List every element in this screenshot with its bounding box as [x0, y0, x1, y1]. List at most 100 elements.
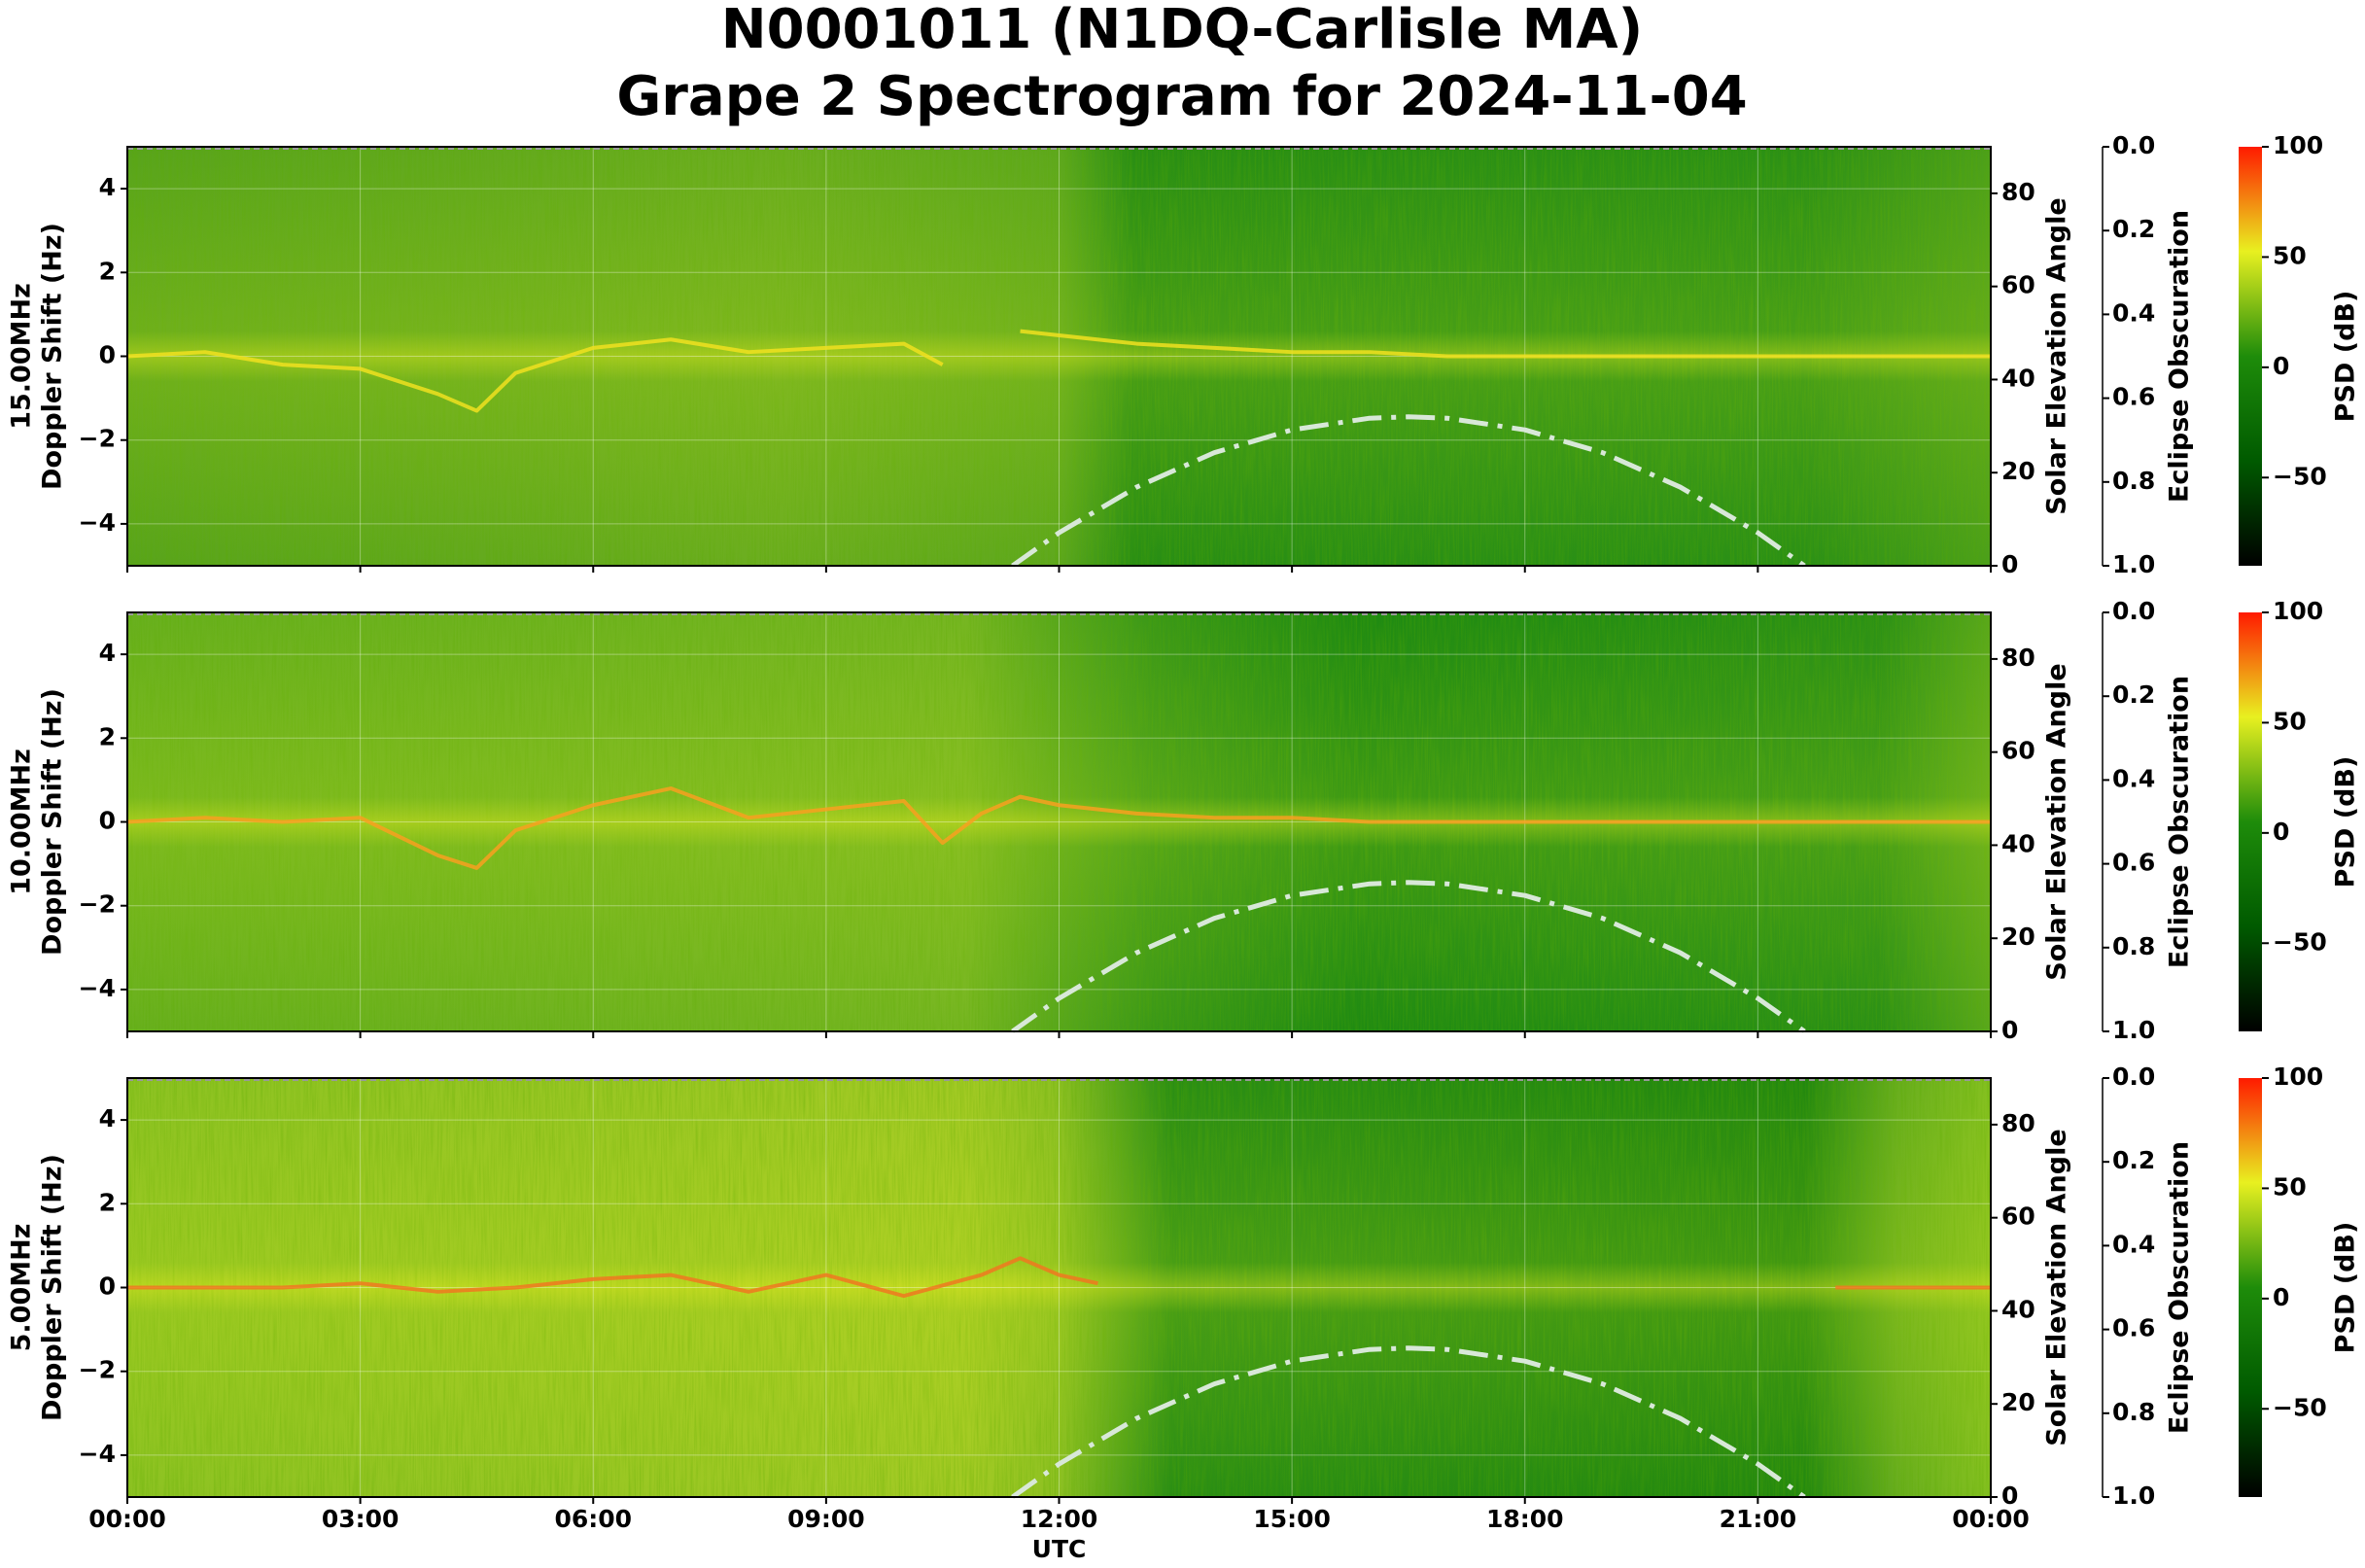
y-tick-label: 0: [99, 1272, 116, 1301]
eclipse-tick-label: 0.4: [2112, 298, 2155, 327]
y2-tick-label: 60: [2001, 271, 2035, 299]
colorbar-label: PSD (dB): [2331, 1222, 2361, 1354]
y-tick-label: 4: [99, 639, 116, 667]
y-tick-label: 4: [99, 1104, 116, 1132]
eclipse-tick-label: 0.2: [2112, 680, 2155, 709]
eclipse-axis-label: Eclipse Obscuration: [2165, 210, 2195, 503]
x-tick-label: 18:00: [1486, 1505, 1564, 1533]
y-axis-label: 15.00MHz: [7, 283, 37, 430]
eclipse-tick-label: 0.8: [2112, 932, 2155, 960]
y-axis-label: Doppler Shift (Hz): [38, 1154, 68, 1421]
y-axis-label: Doppler Shift (Hz): [38, 223, 68, 490]
y-tick-label: −4: [79, 508, 116, 537]
x-tick-label: 15:00: [1253, 1505, 1331, 1533]
eclipse-tick-label: 0.0: [2112, 1063, 2155, 1091]
y2-tick-label: 80: [2001, 644, 2035, 672]
colorbar: [2239, 1078, 2262, 1497]
x-tick-label: 12:00: [1021, 1505, 1098, 1533]
y2-axis-label: Solar Elevation Angle: [2042, 197, 2072, 514]
plot-frame: [126, 1077, 1992, 1498]
y2-tick-label: 0: [2001, 1481, 2018, 1510]
eclipse-tick-label: 0.2: [2112, 1146, 2155, 1174]
eclipse-tick-label: 0.4: [2112, 764, 2155, 792]
eclipse-tick-label: 1.0: [2112, 1481, 2155, 1510]
chart-title: N0001011 (N1DQ-Carlisle MA): [721, 0, 1643, 61]
doppler-trace: [1020, 329, 1991, 359]
plot-frame: [126, 611, 1992, 1032]
x-tick-label: 00:00: [1952, 1505, 2030, 1533]
x-tick-label: 00:00: [88, 1505, 166, 1533]
y2-tick-label: 60: [2001, 1202, 2035, 1231]
eclipse-tick-label: 0.4: [2112, 1230, 2155, 1258]
colorbar-tick-label: −50: [2273, 1393, 2327, 1421]
eclipse-tick-label: 0.8: [2112, 1398, 2155, 1426]
y-tick-label: −4: [79, 974, 116, 1002]
y2-tick-label: 40: [2001, 829, 2035, 857]
doppler-trace: [127, 1256, 1098, 1299]
y-tick-label: 0: [99, 341, 116, 369]
x-tick-label: 09:00: [787, 1505, 865, 1533]
x-tick-label: 03:00: [322, 1505, 400, 1533]
x-axis-label: UTC: [1032, 1535, 1087, 1563]
colorbar-tick-label: 100: [2273, 1063, 2323, 1091]
signal-band: [127, 1078, 1991, 1497]
x-tick-label: 06:00: [554, 1505, 632, 1533]
y2-tick-label: 40: [2001, 1295, 2035, 1323]
y-tick-label: 0: [99, 807, 116, 835]
y-axis-label: 5.00MHz: [7, 1224, 37, 1352]
eclipse-tick-label: 0.6: [2112, 383, 2155, 411]
eclipse-tick-label: 1.0: [2112, 550, 2155, 578]
doppler-trace: [126, 337, 944, 413]
y2-tick-label: 0: [2001, 1016, 2018, 1044]
eclipse-axis-label: Eclipse Obscuration: [2165, 1141, 2195, 1434]
chart-title: Grape 2 Spectrogram for 2024-11-04: [616, 65, 1747, 128]
y2-axis-label: Solar Elevation Angle: [2042, 663, 2072, 980]
y-tick-label: 2: [99, 1188, 116, 1216]
y2-tick-label: 20: [2001, 1388, 2035, 1416]
x-tick-label: 21:00: [1720, 1505, 1797, 1533]
colorbar-tick-label: 0: [2273, 818, 2289, 846]
y-tick-label: 4: [99, 173, 116, 201]
colorbar-label: PSD (dB): [2331, 291, 2361, 423]
y2-tick-label: 80: [2001, 1109, 2035, 1137]
eclipse-tick-label: 0.0: [2112, 597, 2155, 625]
colorbar-tick-label: 0: [2273, 1283, 2289, 1311]
y-axis-label: Doppler Shift (Hz): [38, 688, 68, 956]
colorbar-tick-label: −50: [2273, 927, 2327, 956]
colorbar-tick-label: 50: [2273, 241, 2307, 269]
y2-tick-label: 0: [2001, 550, 2018, 578]
colorbar-tick-label: 50: [2273, 707, 2307, 735]
colorbar-tick-label: 100: [2273, 597, 2323, 625]
eclipse-tick-label: 0.6: [2112, 1314, 2155, 1342]
eclipse-tick-label: 1.0: [2112, 1016, 2155, 1044]
colorbar-tick-label: 0: [2273, 352, 2289, 380]
y-tick-label: 2: [99, 722, 116, 750]
eclipse-tick-label: 0.8: [2112, 467, 2155, 495]
y-tick-label: −2: [79, 1356, 116, 1384]
colorbar-tick-label: 50: [2273, 1172, 2307, 1201]
eclipse-axis-label: Eclipse Obscuration: [2165, 676, 2195, 968]
eclipse-tick-label: 0.2: [2112, 215, 2155, 243]
solar-elevation-line: [1011, 1345, 1806, 1500]
y-tick-label: −2: [79, 425, 116, 453]
plot-frame: [126, 146, 1992, 567]
y2-tick-label: 80: [2001, 178, 2035, 206]
colorbar: [2239, 147, 2262, 566]
solar-elevation-line: [1011, 880, 1806, 1034]
doppler-trace: [126, 786, 1991, 870]
colorbar-label: PSD (dB): [2331, 756, 2361, 889]
y2-axis-label: Solar Elevation Angle: [2042, 1129, 2072, 1446]
y-tick-label: −2: [79, 890, 116, 919]
y2-tick-label: 60: [2001, 737, 2035, 765]
eclipse-tick-label: 0.6: [2112, 849, 2155, 877]
y2-tick-label: 20: [2001, 457, 2035, 485]
y-tick-label: 2: [99, 257, 116, 285]
y-tick-label: −4: [79, 1440, 116, 1468]
eclipse-tick-label: 0.0: [2112, 131, 2155, 159]
y2-tick-label: 20: [2001, 923, 2035, 951]
y2-tick-label: 40: [2001, 364, 2035, 392]
y-axis-label: 10.00MHz: [7, 749, 37, 895]
solar-elevation-line: [1011, 414, 1806, 569]
colorbar: [2239, 612, 2262, 1031]
